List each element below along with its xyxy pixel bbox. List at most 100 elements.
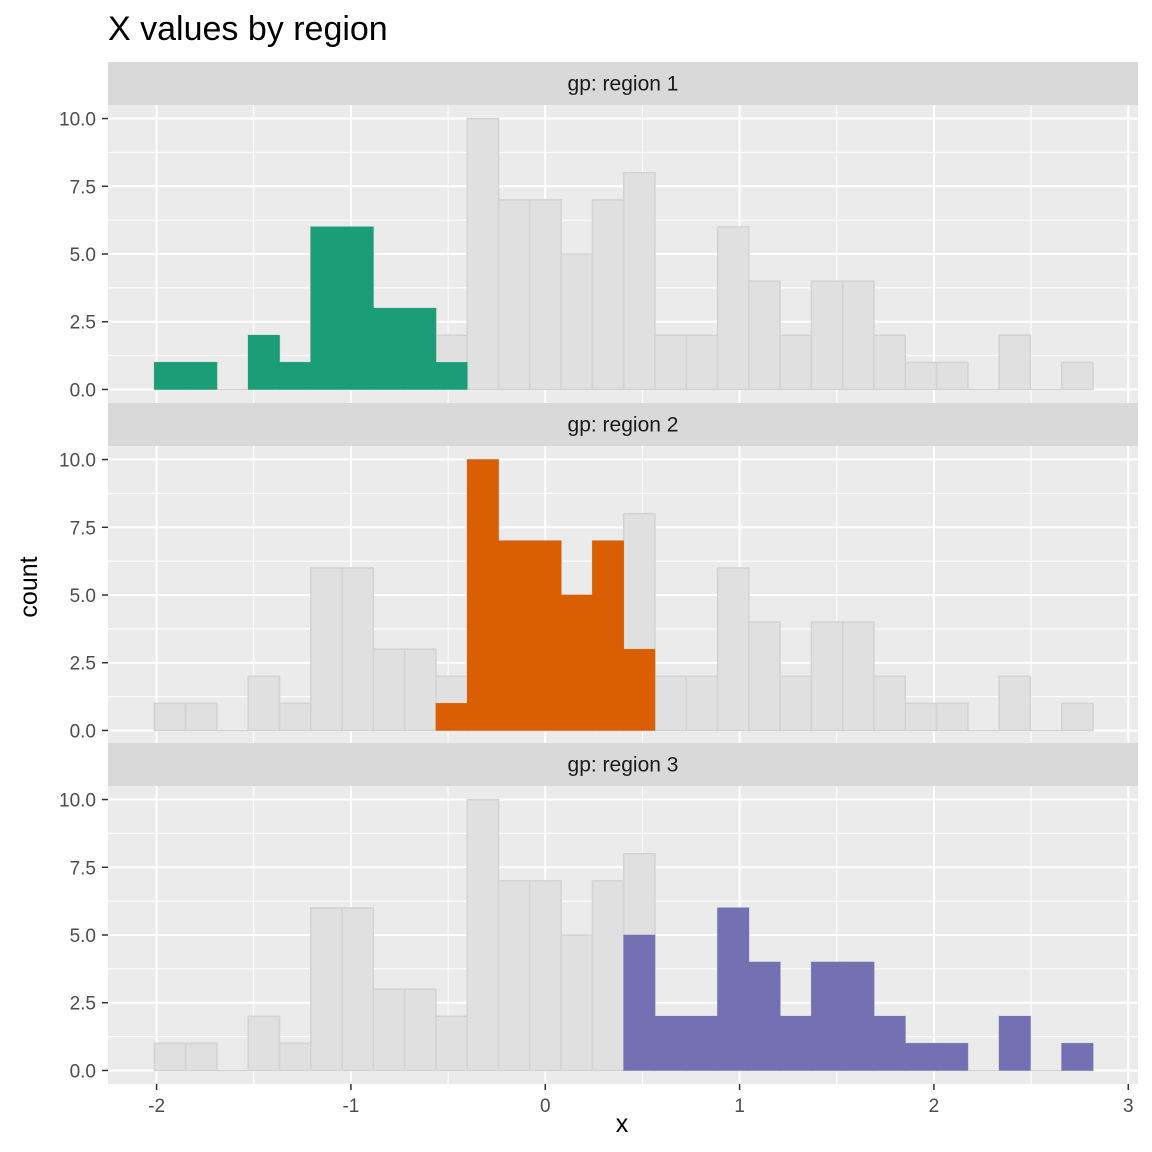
- background-bar: [841, 621, 875, 732]
- background-bar: [748, 621, 781, 732]
- region-bar: [873, 1016, 906, 1071]
- background-bar: [841, 280, 875, 391]
- facet-strip: [108, 403, 1138, 446]
- background-bar: [716, 226, 750, 391]
- background-bar: [278, 1042, 312, 1072]
- background-bar: [591, 199, 625, 391]
- region-bar: [623, 648, 656, 731]
- background-bar: [654, 334, 688, 391]
- background-bar: [685, 675, 719, 732]
- background-bar: [810, 280, 844, 391]
- background-bar: [904, 702, 938, 732]
- background-bar: [935, 702, 969, 732]
- facet-strip: [108, 743, 1138, 786]
- region-bar: [1061, 1043, 1094, 1071]
- region-bar: [435, 362, 468, 390]
- facet-strip-label: gp: region 3: [568, 754, 679, 777]
- y-tick-label: 2.5: [70, 654, 96, 675]
- y-tick-label: 2.5: [70, 313, 96, 334]
- background-bar: [529, 199, 562, 391]
- y-tick-label: 10.0: [59, 451, 96, 472]
- facet-panel: gp: region 3 0.0 2.5 5.0 7.5 10.0: [59, 743, 1138, 1084]
- background-bar: [998, 334, 1032, 391]
- region-bar: [373, 307, 405, 390]
- y-tick-label: 5.0: [70, 926, 96, 947]
- background-bar: [310, 567, 343, 732]
- x-tick-label: 3: [1123, 1096, 1134, 1117]
- facet-panels: gp: region 10.02.55.07.510.0gp: region 2…: [59, 62, 1138, 1084]
- region-bar: [654, 1016, 687, 1071]
- background-bar: [497, 880, 531, 1072]
- background-bar: [153, 702, 187, 732]
- background-bar: [1060, 361, 1094, 391]
- region-bar: [154, 362, 186, 390]
- region-bar: [404, 307, 437, 390]
- region-bar: [998, 1016, 1031, 1071]
- background-bar: [184, 702, 218, 732]
- y-tick-label: 5.0: [70, 245, 96, 266]
- background-bar: [184, 1042, 218, 1072]
- region-bar: [748, 961, 781, 1071]
- background-bar: [310, 907, 343, 1072]
- region-bar: [310, 226, 343, 390]
- region-bar: [905, 1043, 937, 1071]
- y-axis-title: count: [15, 556, 43, 617]
- background-bar: [529, 880, 562, 1072]
- region-bar: [936, 1043, 969, 1071]
- region-bar: [185, 362, 218, 390]
- y-tick-label: 0.0: [70, 721, 96, 742]
- region-bar: [717, 907, 750, 1071]
- background-bar: [685, 334, 719, 391]
- region-bar: [341, 226, 374, 390]
- background-bar: [748, 280, 781, 391]
- x-tick-label: -2: [148, 1096, 165, 1117]
- background-bar: [998, 675, 1032, 732]
- region-bar: [435, 703, 468, 731]
- background-bar: [466, 798, 500, 1072]
- y-tick-label: 7.5: [70, 858, 96, 879]
- region-bar: [247, 335, 280, 390]
- y-tick-label: 7.5: [70, 177, 96, 198]
- region-bar: [779, 1016, 812, 1071]
- background-bar: [466, 117, 500, 391]
- x-tick-label: 1: [734, 1096, 745, 1117]
- background-bar: [716, 567, 750, 732]
- background-bar: [935, 361, 969, 391]
- region-bar: [842, 961, 875, 1071]
- background-bar: [779, 675, 813, 732]
- background-bar: [873, 675, 907, 732]
- background-bar: [497, 199, 531, 391]
- y-tick-label: 7.5: [70, 518, 96, 539]
- background-bar: [779, 334, 813, 391]
- background-bar: [153, 1042, 187, 1072]
- facet-panel: gp: region 1 0.0 2.5 5.0 7.5 10.0: [59, 62, 1138, 403]
- facet-panel: gp: region 2 0.0 2.5 5.0 7.5 10.0: [59, 403, 1138, 744]
- region-bar: [529, 540, 562, 731]
- y-tick-label: 10.0: [59, 791, 96, 812]
- x-axis: -2 -1 0 1 2 3: [148, 1084, 1134, 1117]
- background-bar: [1060, 702, 1094, 732]
- region-bar: [560, 594, 593, 731]
- background-bar: [591, 880, 625, 1072]
- y-tick-label: 10.0: [59, 110, 96, 131]
- background-bar: [904, 361, 938, 391]
- x-tick-label: 0: [540, 1096, 551, 1117]
- background-bar: [810, 621, 844, 732]
- region-bar: [686, 1016, 718, 1071]
- chart-title: X values by region: [108, 10, 388, 48]
- background-bar: [560, 253, 594, 391]
- background-bar: [622, 171, 656, 391]
- background-bar: [403, 988, 437, 1072]
- background-bar: [403, 648, 437, 732]
- x-tick-label: 2: [929, 1096, 940, 1117]
- y-tick-label: 0.0: [70, 380, 96, 401]
- background-bar: [654, 675, 688, 732]
- background-bar: [278, 702, 312, 732]
- facet-strip: [108, 62, 1138, 105]
- region-bar: [592, 540, 624, 731]
- region-bar: [466, 459, 499, 731]
- region-bar: [623, 934, 656, 1071]
- x-tick-label: -1: [342, 1096, 359, 1117]
- region-bar: [811, 961, 843, 1071]
- y-tick-label: 2.5: [70, 994, 96, 1015]
